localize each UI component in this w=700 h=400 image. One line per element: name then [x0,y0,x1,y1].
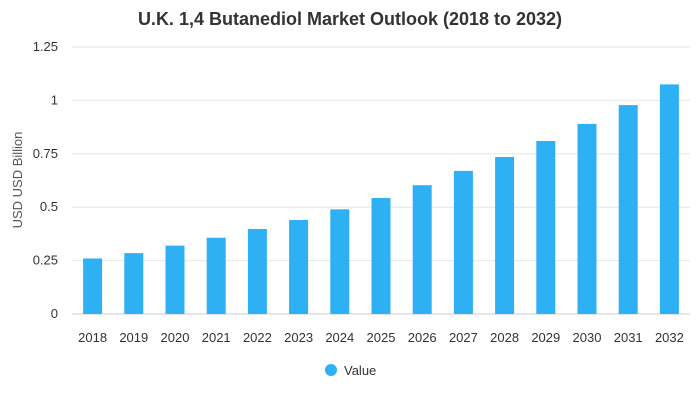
x-tick-label: 2018 [78,330,107,345]
legend-swatch [325,364,337,376]
x-tick-label: 2024 [325,330,354,345]
bar-2019[interactable] [124,253,144,314]
x-tick-label: 2019 [119,330,148,345]
bar-2018[interactable] [83,258,103,314]
bar-2032[interactable] [659,84,679,314]
y-tick-label: 1.25 [33,39,58,54]
bar-2021[interactable] [206,237,226,314]
bar-2023[interactable] [289,220,309,314]
bar-2020[interactable] [165,245,185,314]
y-axis-label: USD USD Billion [10,132,25,229]
x-tick-label: 2031 [614,330,643,345]
y-tick-label: 1 [51,92,58,107]
x-axis-ticks: 2018 2019 2020 2021 2022 2023 2024 2025 2026 2027… [78,330,684,345]
legend-label: Value [344,363,376,378]
x-tick-label: 2022 [243,330,272,345]
bar-2029[interactable] [536,140,556,314]
x-tick-label: 2027 [449,330,478,345]
x-tick-label: 2023 [284,330,313,345]
bar-2030[interactable] [577,123,597,315]
bar-2024[interactable] [330,209,350,314]
x-tick-label: 2026 [408,330,437,345]
bar-2027[interactable] [453,170,473,314]
bar-2025[interactable] [371,198,391,314]
y-tick-label: 0.75 [33,146,58,161]
bar-2028[interactable] [495,157,515,314]
x-tick-label: 2032 [655,330,684,345]
y-tick-label: 0.25 [33,253,58,268]
x-tick-label: 2020 [161,330,190,345]
x-tick-label: 2025 [367,330,396,345]
chart-title: U.K. 1,4 Butanediol Market Outlook (2018… [138,9,562,29]
x-tick-label: 2029 [531,330,560,345]
x-tick-label: 2028 [490,330,519,345]
bar-2026[interactable] [412,185,432,314]
y-tick-label: 0 [51,306,58,321]
x-tick-label: 2021 [202,330,231,345]
y-tick-label: 0.5 [40,199,58,214]
bar-2022[interactable] [247,228,267,314]
legend[interactable]: Value [325,363,376,378]
bar-2031[interactable] [618,105,638,314]
y-axis-ticks: 0 0.25 0.5 0.75 1 1.25 [33,39,58,321]
x-tick-label: 2030 [573,330,602,345]
bar-series [83,84,679,315]
